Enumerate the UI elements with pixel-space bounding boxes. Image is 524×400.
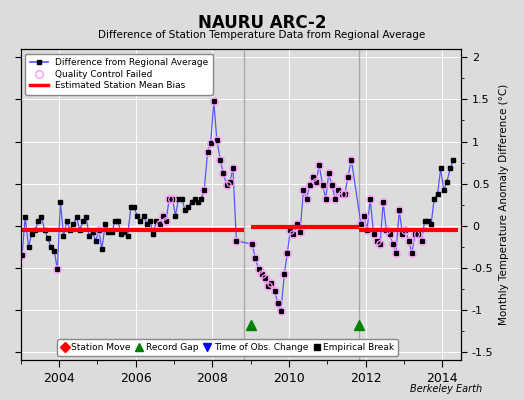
Legend: Station Move, Record Gap, Time of Obs. Change, Empirical Break: Station Move, Record Gap, Time of Obs. C… [58,340,398,356]
Text: Berkeley Earth: Berkeley Earth [410,384,482,394]
Y-axis label: Monthly Temperature Anomaly Difference (°C): Monthly Temperature Anomaly Difference (… [499,84,509,325]
Text: NAURU ARC-2: NAURU ARC-2 [198,14,326,32]
Text: Difference of Station Temperature Data from Regional Average: Difference of Station Temperature Data f… [99,30,425,40]
